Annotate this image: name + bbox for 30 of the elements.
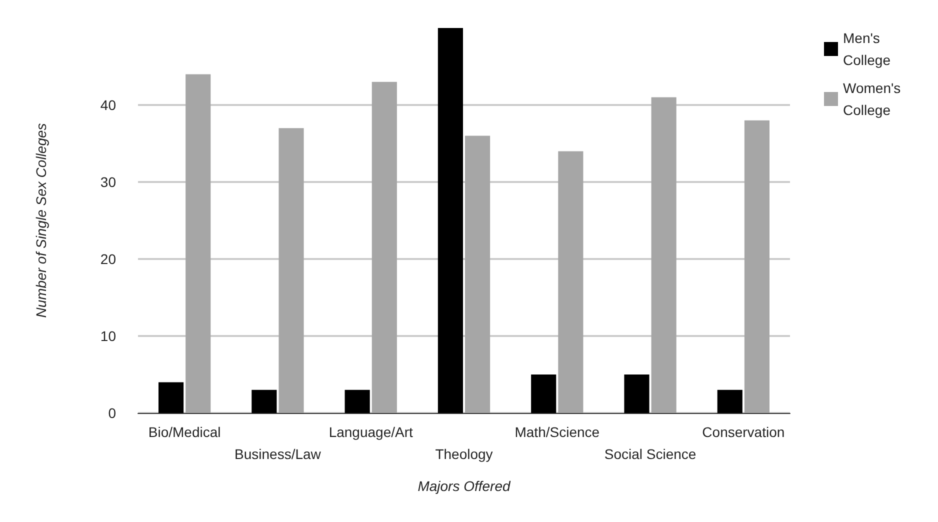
bar — [558, 151, 584, 413]
bar — [344, 390, 370, 413]
bar — [158, 382, 184, 413]
bar — [372, 82, 397, 413]
x-axis-title: Majors Offered — [418, 478, 512, 494]
bar — [624, 374, 650, 413]
x-tick-label: Conservation — [702, 424, 785, 440]
x-tick-label: Bio/Medical — [148, 424, 221, 440]
x-tick-label: Language/Art — [328, 424, 413, 440]
bar — [186, 74, 211, 413]
bar — [744, 120, 770, 413]
bar — [717, 390, 742, 413]
y-tick-label: 40 — [100, 97, 116, 113]
y-tick-label: 30 — [100, 174, 116, 190]
bar — [278, 128, 304, 413]
x-tick-label: Theology — [435, 446, 493, 462]
y-tick-label: 0 — [108, 405, 116, 421]
bar — [252, 390, 277, 413]
bar — [465, 136, 490, 413]
bar — [438, 28, 463, 413]
legend-label: Men's College — [843, 30, 891, 68]
y-tick-label: 10 — [100, 328, 116, 344]
legend-label: Women's College — [843, 80, 905, 118]
y-axis-title: Number of Single Sex Colleges — [33, 123, 49, 318]
y-tick-label: 20 — [100, 251, 116, 267]
x-tick-label: Math/Science — [514, 424, 600, 440]
x-tick-label: Business/Law — [234, 446, 322, 462]
bar — [651, 97, 676, 413]
x-tick-label: Social Science — [604, 446, 696, 462]
bar — [531, 374, 556, 413]
